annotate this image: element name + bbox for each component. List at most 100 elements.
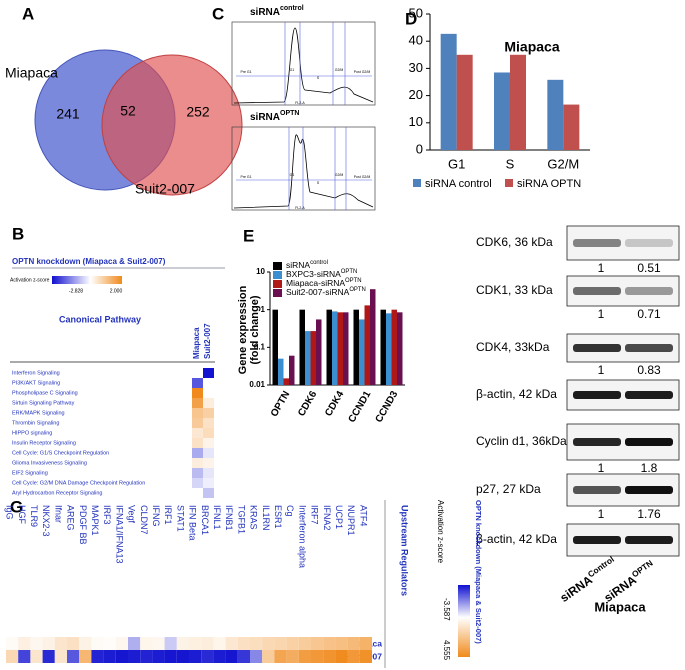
histogram-title: siRNAOPTN: [250, 110, 299, 123]
pathway-label: EIF2 Signaling: [12, 470, 48, 476]
heat-cell: [201, 650, 214, 663]
heat-cell: [42, 637, 55, 650]
bar: [299, 309, 305, 385]
x-tick-label: CCND1: [347, 389, 374, 425]
heat-cell: [335, 637, 348, 650]
heat-cell: [176, 650, 189, 663]
heat-cell: [298, 637, 311, 650]
heat-cell: [225, 650, 238, 663]
panel-letter: D: [405, 9, 417, 28]
heat-cell: [237, 650, 250, 663]
heat-cell: [286, 650, 299, 663]
x-tick-label: G1: [448, 156, 465, 171]
blot-band: [625, 438, 673, 446]
quant-label: 1: [598, 261, 605, 275]
regulator-label: IFN Beta: [188, 505, 198, 541]
y-tick-label: 20: [409, 87, 423, 102]
gate-label: Pre G1: [240, 70, 251, 74]
bar: [353, 309, 359, 385]
scale-label: -3.587: [442, 598, 451, 621]
gates: [236, 22, 372, 210]
heat-cell: [274, 650, 287, 663]
heat-cell: [192, 398, 203, 408]
heat-cell: [128, 650, 141, 663]
pathway-label: Glioma Invasiveness Signaling: [12, 460, 87, 466]
heat-cell: [203, 468, 214, 478]
regulator-label: Cg: [285, 505, 295, 517]
gate-label: Post G2/M: [354, 175, 371, 179]
heat-cell: [347, 637, 360, 650]
heat-cell: [164, 637, 177, 650]
header: Upstream Regulators: [400, 505, 410, 596]
heat-cell: [128, 637, 141, 650]
regulator-label: IFNA2: [322, 505, 332, 531]
heat-cell: [79, 637, 92, 650]
regulator-label: TGFB1: [236, 505, 246, 534]
heat-cell: [286, 637, 299, 650]
heat-cell: [67, 650, 80, 663]
heat-cell: [30, 650, 43, 663]
y-tick-label: 10: [256, 267, 265, 276]
quant-label: 1.8: [641, 461, 658, 475]
heat-cell: [250, 637, 263, 650]
regulator-label: STAT1: [175, 505, 185, 532]
y-tick-label: 10: [409, 114, 423, 129]
quant-label: 0.71: [637, 307, 661, 321]
venn-count: 241: [56, 106, 80, 122]
venn-circle: [101, 54, 243, 196]
scale-label: -2.828: [69, 288, 83, 294]
bar: [326, 309, 332, 385]
heat-cell: [91, 650, 104, 663]
bar: [370, 289, 376, 385]
column-label: Suit2-007: [203, 323, 212, 359]
legend-title: Activation z-score: [10, 277, 50, 283]
quant-label: 1.76: [637, 507, 661, 521]
bar: [310, 331, 316, 385]
regulator-label: IRF3: [102, 505, 112, 525]
cell-line: Miapaca: [594, 599, 646, 614]
heat-cell: [103, 637, 116, 650]
legend-swatch: [273, 289, 282, 297]
venn-count: 52: [120, 103, 136, 119]
blot-band: [625, 391, 673, 399]
heat-cell: [250, 650, 263, 663]
regulator-label: Vegf: [127, 505, 137, 524]
legend-title: Activation z-score: [436, 500, 445, 564]
y-tick-label: 40: [409, 33, 423, 48]
heat-cell: [189, 650, 202, 663]
venn-set: Miapaca: [5, 65, 58, 81]
heat-cell: [115, 650, 128, 663]
heat-cell: [213, 650, 226, 663]
panel-letter: A: [22, 4, 34, 23]
heat-cell: [262, 650, 275, 663]
gate-label: Pre G1: [240, 175, 251, 179]
regulator-label: ATF4: [358, 505, 368, 526]
y-tick-label: 0.01: [249, 380, 265, 389]
heat-cell: [323, 637, 336, 650]
bar: [364, 305, 370, 385]
blot-band: [573, 391, 621, 399]
regulator-label: IFNA1/IFNA13: [114, 505, 124, 564]
regulator-label: TLR9: [29, 505, 39, 527]
pathway-label: Cell Cycle: G2/M DNA Damage Checkpoint R…: [12, 480, 145, 486]
pathway-label: PI3K/AKT Signaling: [12, 380, 60, 386]
heat-cell: [213, 637, 226, 650]
venn-count: 252: [186, 104, 210, 120]
legend-label: Suit2-007-siRNAOPTN: [286, 287, 366, 298]
x-tick-label: S: [506, 156, 515, 171]
gate-label: Post G2/M: [354, 70, 371, 74]
bar: [343, 312, 349, 385]
panel-letter: C: [212, 4, 224, 23]
gate-label: S: [317, 76, 320, 80]
y-tick-label: 0.1: [254, 342, 266, 351]
legend-label: BXPC3-siRNAOPTN: [286, 269, 357, 280]
pathway-label: Thrombin Signaling: [12, 420, 59, 426]
bar: [380, 309, 386, 385]
heat-cell: [192, 378, 203, 388]
heat-cell: [203, 418, 214, 428]
heat-cell: [91, 637, 104, 650]
gate-label: G2/M: [335, 68, 344, 72]
heat-cell: [79, 650, 92, 663]
legend-swatch: [413, 179, 421, 187]
axis-label: FL2-A: [295, 206, 305, 210]
